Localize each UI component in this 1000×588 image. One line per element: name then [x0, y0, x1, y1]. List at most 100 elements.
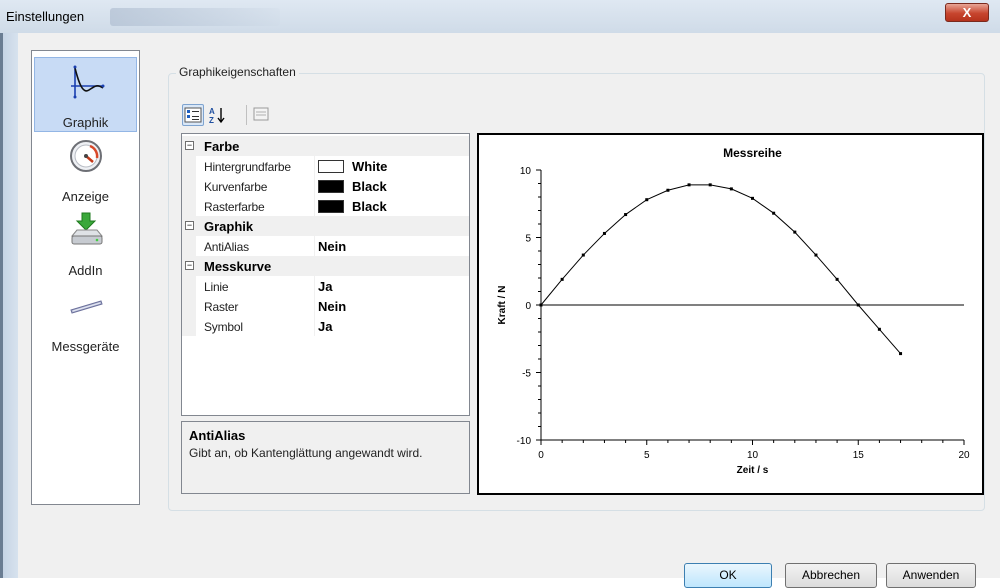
ok-button[interactable]: OK [684, 563, 772, 588]
category-label: Graphik [204, 219, 254, 234]
chart-title: Messreihe [723, 146, 782, 160]
nav-label: Messgeräte [51, 339, 120, 354]
x-tick-label: 0 [538, 450, 544, 461]
curve-graph-icon [71, 65, 105, 99]
y-tick-label: 5 [525, 234, 531, 245]
svg-text:A: A [209, 107, 215, 116]
y-axis-label: Kraft / N [497, 286, 508, 325]
group-title: Graphikeigenschaften [176, 65, 299, 79]
row-gutter [182, 196, 196, 216]
color-swatch [318, 200, 344, 213]
category-row-farbe[interactable]: − Farbe [182, 136, 469, 157]
column-divider [314, 176, 315, 196]
property-name: Hintergrundfarbe [204, 160, 291, 174]
collapse-icon[interactable]: − [185, 260, 194, 270]
alphabetical-icon: A Z [209, 107, 225, 125]
category-label: Farbe [204, 139, 240, 154]
property-value[interactable]: Black [352, 179, 387, 194]
svg-text:Z: Z [209, 116, 214, 125]
data-point [751, 196, 754, 200]
property-row-kurvenfarbe[interactable]: Kurvenfarbe Black [182, 176, 469, 196]
title-bar: Einstellungen X [0, 0, 1000, 33]
x-tick-label: 10 [747, 450, 759, 461]
alphabetical-view-button[interactable]: A Z [207, 104, 229, 126]
data-point [835, 277, 839, 281]
property-help-panel: AntiAlias Gibt an, ob Kantenglättung ang… [181, 421, 470, 494]
nav-item-addin[interactable]: AddIn [34, 206, 137, 281]
property-grid: − Farbe Hintergrundfarbe White Kurvenfar… [181, 133, 470, 416]
property-row-raster[interactable]: Raster Nein [182, 296, 469, 316]
category-row-graphik[interactable]: − Graphik [182, 216, 469, 237]
window-title: Einstellungen [6, 9, 85, 24]
column-divider [314, 156, 315, 176]
window-frame-edge [0, 33, 3, 578]
nav-item-anzeige[interactable]: Anzeige [34, 132, 137, 207]
row-gutter [182, 176, 196, 196]
x-axis-label: Zeit / s [737, 465, 769, 476]
property-value[interactable]: Nein [318, 299, 347, 314]
property-value[interactable]: White [352, 159, 388, 174]
column-divider [314, 276, 315, 296]
x-tick-label: 20 [958, 450, 970, 461]
property-row-symbol[interactable]: Symbol Ja [182, 316, 469, 336]
property-pages-icon [253, 107, 269, 121]
nav-label: Graphik [62, 115, 109, 130]
collapse-icon[interactable]: − [185, 220, 194, 230]
property-row-hintergrundfarbe[interactable]: Hintergrundfarbe White [182, 156, 469, 176]
x-tick-label: 15 [853, 450, 865, 461]
apply-button[interactable]: Anwenden [886, 563, 976, 588]
property-name: AntiAlias [204, 240, 249, 254]
y-tick-label: 10 [520, 166, 532, 177]
data-point [729, 187, 733, 191]
color-swatch [318, 160, 344, 173]
data-point [793, 230, 797, 234]
color-swatch [318, 180, 344, 193]
data-point [560, 277, 564, 281]
graphic-properties-group [168, 73, 985, 511]
nav-label: Anzeige [62, 189, 109, 204]
property-value[interactable]: Ja [318, 279, 333, 294]
row-gutter [182, 296, 196, 316]
property-value[interactable]: Ja [318, 319, 333, 334]
categorized-icon [184, 107, 202, 123]
row-gutter [182, 276, 196, 296]
gauge-icon [70, 140, 102, 172]
data-point [581, 253, 585, 257]
categorized-view-button[interactable] [182, 104, 204, 126]
nav-item-graphik[interactable]: Graphik [34, 57, 137, 132]
property-value[interactable]: Nein [318, 239, 347, 254]
data-point [899, 352, 903, 356]
close-button[interactable]: X [945, 3, 989, 22]
data-point [814, 253, 818, 257]
data-point [856, 303, 860, 307]
collapse-icon[interactable]: − [185, 140, 194, 150]
category-row-messkurve[interactable]: − Messkurve [182, 256, 469, 277]
cancel-button[interactable]: Abbrechen [785, 563, 877, 588]
data-point [687, 183, 691, 187]
category-label: Messkurve [204, 259, 272, 274]
nav-item-messgeraete[interactable]: Messgeräte [34, 282, 137, 357]
data-point [645, 198, 649, 202]
property-row-rasterfarbe[interactable]: Rasterfarbe Black [182, 196, 469, 216]
y-tick-label: 0 [525, 301, 531, 312]
x-tick-label: 5 [644, 450, 650, 461]
help-description: Gibt an, ob Kantenglättung angewandt wir… [189, 446, 423, 460]
column-divider [314, 236, 315, 256]
column-divider [314, 196, 315, 216]
property-name: Linie [204, 280, 229, 294]
measurement-chart: Messreihe 0 5 10 15 20 -10 -5 0 5 10 Zeit / s Kraft … [497, 146, 970, 476]
data-point [539, 303, 543, 307]
property-row-linie[interactable]: Linie Ja [182, 276, 469, 296]
column-divider [314, 296, 315, 316]
property-name: Rasterfarbe [204, 200, 265, 214]
probe-icon [70, 300, 103, 314]
property-pages-button[interactable] [251, 104, 273, 126]
property-name: Raster [204, 300, 239, 314]
property-row-antialias[interactable]: AntiAlias Nein [182, 236, 469, 256]
column-divider [314, 316, 315, 336]
help-title: AntiAlias [189, 428, 246, 443]
row-gutter [182, 236, 196, 256]
property-value[interactable]: Black [352, 199, 387, 214]
drive-download-icon [70, 212, 104, 245]
y-tick-label: -10 [517, 436, 532, 447]
